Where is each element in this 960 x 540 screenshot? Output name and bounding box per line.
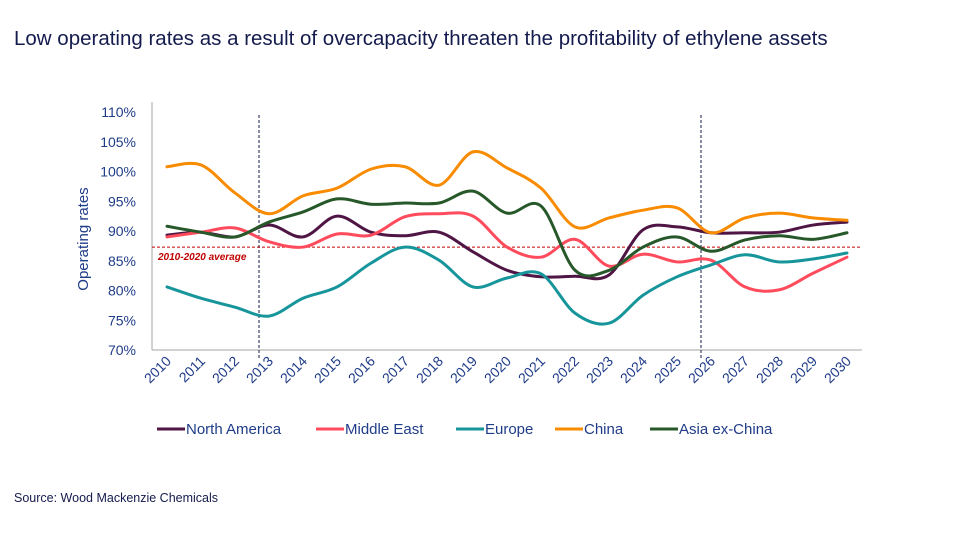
x-tick-label: 2018 <box>413 353 446 386</box>
series-line-europe <box>165 245 849 326</box>
x-tick-label: 2023 <box>583 353 616 386</box>
y-tick-label: 90% <box>108 223 136 239</box>
average-label: 2010-2020 average <box>157 252 247 263</box>
x-tick-label: 2011 <box>176 353 209 386</box>
x-tick-label: 2010 <box>141 353 174 386</box>
y-axis-label: Operating rates <box>75 187 92 290</box>
x-tick-label: 2013 <box>243 353 276 386</box>
x-tick-label: 2025 <box>651 353 684 386</box>
x-tick-label: 2027 <box>719 353 752 386</box>
line-chart: 70%75%80%85%90%95%100%105%110%2010 2011 20… <box>75 102 862 438</box>
legend-label-europe: Europe <box>485 421 533 438</box>
x-tick-label: 2028 <box>753 353 786 386</box>
chart-title: Low operating rates as a result of overc… <box>14 27 828 50</box>
x-tick-label: 2029 <box>787 353 820 386</box>
x-tick-label: 2026 <box>685 353 718 386</box>
legend-label-north-america: North America <box>186 421 282 438</box>
source-note: Source: Wood Mackenzie Chemicals <box>14 491 219 505</box>
y-tick-label: 105% <box>100 134 136 150</box>
x-tick-label: 2017 <box>379 353 412 386</box>
x-tick-label: 2030 <box>821 353 854 386</box>
legend-label-asia-ex-china: Asia ex-China <box>679 421 773 438</box>
x-tick-label: 2012 <box>209 353 242 386</box>
y-tick-label: 95% <box>108 193 136 209</box>
y-tick-label: 85% <box>108 253 136 269</box>
y-tick-label: 80% <box>108 283 136 299</box>
y-tick-label: 110% <box>101 104 136 120</box>
series-line-china <box>165 149 849 235</box>
x-tick-label: 2022 <box>549 353 582 386</box>
y-tick-label: 70% <box>108 342 136 358</box>
x-tick-label: 2019 <box>447 353 480 386</box>
series-line-middle-east <box>165 211 849 293</box>
series-line-north-america <box>165 214 849 281</box>
x-tick-label: 2024 <box>617 353 650 386</box>
x-tick-label: 2014 <box>277 353 310 386</box>
x-tick-label: 2020 <box>481 353 514 386</box>
x-tick-label: 2016 <box>345 353 378 386</box>
x-tick-label: 2021 <box>515 353 548 386</box>
legend-label-china: China <box>584 421 624 438</box>
x-tick-label: 2015 <box>311 353 344 386</box>
y-tick-label: 100% <box>100 164 136 180</box>
series-line-asia-ex-china <box>165 189 849 278</box>
y-tick-label: 75% <box>108 312 136 328</box>
legend-label-middle-east: Middle East <box>345 421 424 438</box>
